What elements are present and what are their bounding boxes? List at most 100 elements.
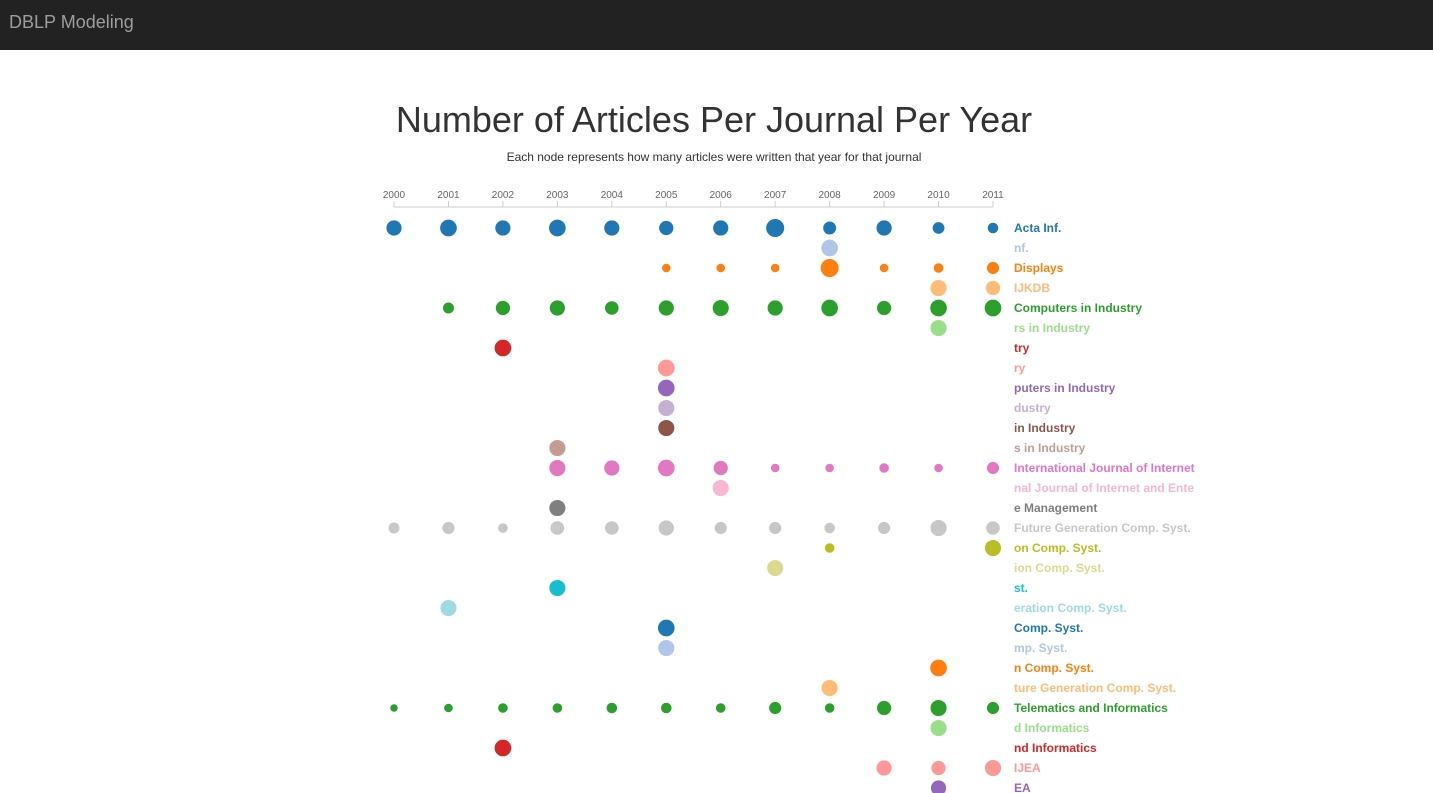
journal-label[interactable]: ion Comp. Syst. [1014, 561, 1105, 575]
data-point[interactable] [712, 299, 729, 317]
data-point[interactable] [549, 439, 566, 457]
data-point[interactable] [494, 739, 512, 757]
journal-label[interactable]: rs in Industry [1014, 321, 1090, 335]
data-point[interactable] [824, 522, 835, 534]
data-point[interactable] [930, 659, 947, 677]
brand-link[interactable]: DBLP Modeling [9, 12, 134, 32]
journal-label[interactable]: in Industry [1014, 421, 1076, 435]
journal-label[interactable]: Future Generation Comp. Syst. [1014, 521, 1191, 535]
data-point[interactable] [984, 759, 1002, 777]
data-point[interactable] [824, 543, 835, 553]
data-point[interactable] [930, 299, 947, 317]
journal-label[interactable]: IJKDB [1014, 281, 1050, 295]
data-point[interactable] [442, 302, 454, 314]
data-point[interactable] [498, 703, 508, 713]
data-point[interactable] [878, 521, 891, 535]
data-point[interactable] [552, 703, 563, 713]
data-point[interactable] [657, 359, 675, 377]
journal-label[interactable]: puters in Industry [1014, 381, 1116, 395]
journal-label[interactable]: nd Informatics [1014, 741, 1097, 755]
data-point[interactable] [930, 319, 947, 337]
journal-label[interactable]: International Journal of Internet [1014, 461, 1195, 475]
data-point[interactable] [766, 219, 785, 237]
data-point[interactable] [661, 263, 671, 273]
journal-label[interactable]: IJEA [1014, 761, 1041, 775]
data-point[interactable] [930, 279, 947, 297]
data-point[interactable] [879, 463, 889, 473]
data-point[interactable] [821, 299, 838, 317]
data-point[interactable] [658, 399, 675, 417]
data-point[interactable] [388, 522, 400, 534]
data-point[interactable] [390, 704, 398, 712]
data-point[interactable] [549, 459, 566, 477]
data-point[interactable] [444, 703, 453, 713]
data-point[interactable] [716, 263, 726, 273]
data-point[interactable] [820, 259, 839, 277]
data-point[interactable] [767, 559, 784, 577]
data-point[interactable] [984, 539, 1002, 557]
data-point[interactable] [495, 300, 511, 316]
data-point[interactable] [549, 579, 566, 597]
data-point[interactable] [769, 701, 782, 715]
data-point[interactable] [715, 703, 726, 713]
data-point[interactable] [657, 459, 675, 477]
data-point[interactable] [767, 300, 783, 316]
journal-label[interactable]: d Informatics [1014, 721, 1090, 735]
data-point[interactable] [984, 299, 1002, 317]
journal-label[interactable]: mp. Syst. [1014, 641, 1067, 655]
journal-label[interactable]: Telematics and Informatics [1014, 701, 1168, 715]
data-point[interactable] [987, 222, 999, 234]
journal-label[interactable]: dustry [1014, 401, 1051, 415]
data-point[interactable] [661, 702, 672, 714]
data-point[interactable] [824, 703, 835, 713]
data-point[interactable] [658, 639, 675, 657]
data-point[interactable] [986, 521, 1000, 535]
data-point[interactable] [498, 523, 508, 533]
data-point[interactable] [495, 220, 511, 236]
data-point[interactable] [933, 263, 944, 273]
data-point[interactable] [876, 220, 892, 236]
data-point[interactable] [494, 339, 512, 357]
journal-label[interactable]: n Comp. Syst. [1014, 661, 1094, 675]
data-point[interactable] [658, 300, 674, 316]
data-point[interactable] [606, 702, 618, 714]
journal-label[interactable]: try [1014, 341, 1030, 355]
data-point[interactable] [605, 521, 619, 535]
data-point[interactable] [986, 701, 1000, 715]
data-point[interactable] [931, 760, 946, 776]
data-point[interactable] [440, 219, 457, 237]
data-point[interactable] [821, 239, 838, 257]
data-point[interactable] [879, 263, 889, 273]
data-point[interactable] [769, 521, 782, 535]
data-point[interactable] [712, 479, 729, 497]
journal-label[interactable]: ry [1014, 361, 1026, 375]
data-point[interactable] [930, 519, 947, 537]
journal-label[interactable]: eration Comp. Syst. [1014, 601, 1127, 615]
data-point[interactable] [985, 280, 1001, 296]
data-point[interactable] [440, 599, 457, 617]
data-point[interactable] [658, 419, 675, 437]
data-point[interactable] [550, 521, 565, 535]
data-point[interactable] [713, 460, 728, 476]
data-point[interactable] [821, 679, 838, 697]
data-point[interactable] [930, 699, 947, 717]
data-point[interactable] [659, 220, 674, 236]
data-point[interactable] [549, 499, 566, 517]
data-point[interactable] [876, 300, 892, 316]
data-point[interactable] [876, 760, 892, 776]
data-point[interactable] [604, 220, 620, 236]
data-point[interactable] [714, 521, 727, 535]
journal-label[interactable]: nf. [1014, 241, 1029, 255]
data-point[interactable] [986, 261, 1000, 275]
data-point[interactable] [442, 521, 455, 535]
data-point[interactable] [930, 719, 947, 737]
data-point[interactable] [658, 520, 674, 536]
journal-label[interactable]: Displays [1014, 261, 1064, 275]
data-point[interactable] [823, 221, 837, 235]
data-point[interactable] [930, 780, 947, 793]
data-point[interactable] [713, 220, 729, 236]
journal-label[interactable]: on Comp. Syst. [1014, 541, 1101, 555]
data-point[interactable] [657, 379, 675, 397]
journal-label[interactable]: st. [1014, 581, 1028, 595]
journal-label[interactable]: ture Generation Comp. Syst. [1014, 681, 1176, 695]
